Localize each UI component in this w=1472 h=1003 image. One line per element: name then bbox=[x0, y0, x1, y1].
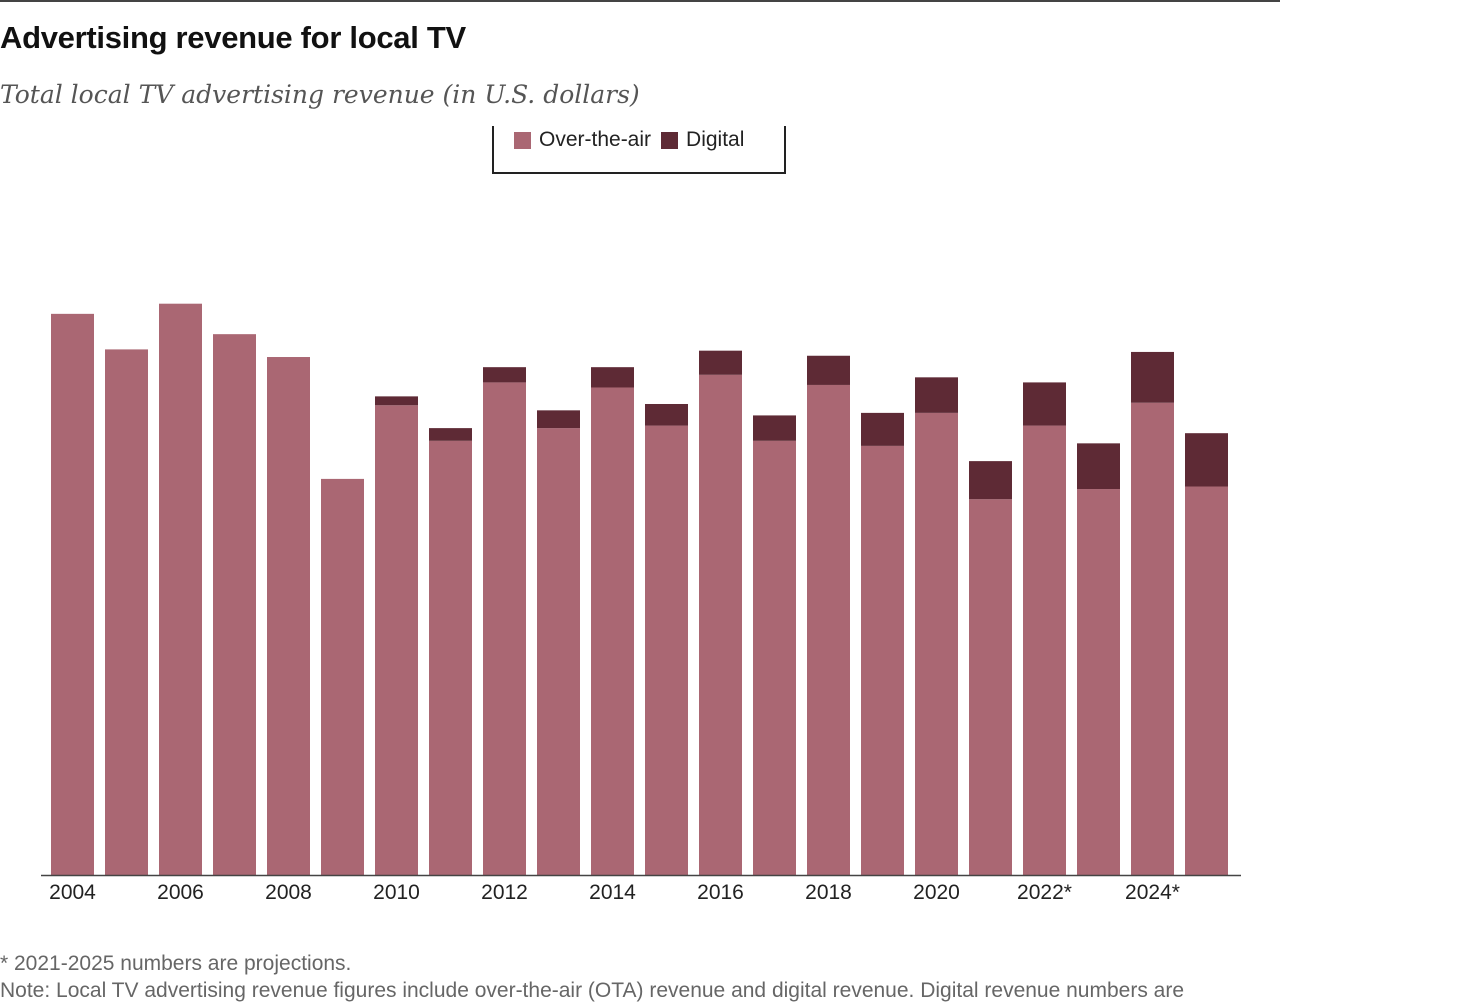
bar-digital-2021 bbox=[969, 461, 1012, 500]
chart-subtitle: Total local TV advertising revenue (in U… bbox=[0, 80, 640, 109]
source-note: Note: Local TV advertising revenue figur… bbox=[0, 979, 1185, 1002]
bar-over-the-air-2014 bbox=[591, 387, 634, 875]
bar-digital-2024 bbox=[1131, 351, 1174, 403]
bar-digital-2011 bbox=[429, 428, 472, 441]
bar-over-the-air-2009 bbox=[321, 478, 364, 875]
x-tick-label-2006: 2006 bbox=[157, 881, 204, 904]
legend-item-digital: Digital bbox=[661, 128, 744, 152]
bar-over-the-air-2023 bbox=[1077, 489, 1120, 875]
bar-digital-2017 bbox=[753, 415, 796, 441]
bar-digital-2010 bbox=[375, 396, 418, 406]
bar-over-the-air-2011 bbox=[429, 440, 472, 875]
bar-over-the-air-2012 bbox=[483, 382, 526, 875]
bar-over-the-air-2025 bbox=[1185, 486, 1228, 875]
bar-over-the-air-2008 bbox=[267, 357, 310, 875]
bar-over-the-air-2021 bbox=[969, 499, 1012, 875]
bar-over-the-air-2019 bbox=[861, 445, 904, 875]
bar-over-the-air-2020 bbox=[915, 412, 958, 875]
bar-digital-2014 bbox=[591, 367, 634, 388]
legend-swatch-digital bbox=[661, 131, 679, 149]
bar-digital-2018 bbox=[807, 355, 850, 385]
bar-over-the-air-2005 bbox=[105, 349, 148, 875]
bar-digital-2019 bbox=[861, 412, 904, 446]
legend-label-digital: Digital bbox=[686, 128, 745, 151]
bar-digital-2012 bbox=[483, 367, 526, 383]
bar-over-the-air-2022 bbox=[1023, 425, 1066, 875]
bar-digital-2015 bbox=[645, 403, 688, 426]
x-tick-label-2018: 2018 bbox=[805, 881, 852, 904]
bar-over-the-air-2018 bbox=[807, 384, 850, 875]
bar-digital-2020 bbox=[915, 377, 958, 413]
bar-over-the-air-2024 bbox=[1131, 402, 1174, 875]
bar-digital-2025 bbox=[1185, 433, 1228, 487]
x-tick-label-2004: 2004 bbox=[49, 881, 96, 904]
x-tick-label-2008: 2008 bbox=[265, 881, 312, 904]
legend: Over-the-air Digital bbox=[492, 126, 786, 174]
x-tick-label-2022: 2022* bbox=[1017, 881, 1072, 904]
x-tick-label-2020: 2020 bbox=[913, 881, 960, 904]
bar-over-the-air-2015 bbox=[645, 425, 688, 875]
x-tick-label-2010: 2010 bbox=[373, 881, 420, 904]
legend-label-over-the-air: Over-the-air bbox=[539, 128, 652, 151]
bar-digital-2022 bbox=[1023, 382, 1066, 426]
bar-over-the-air-2007 bbox=[213, 334, 256, 875]
bar-digital-2016 bbox=[699, 350, 742, 375]
legend-swatch-over-the-air bbox=[514, 131, 531, 149]
x-tick-label-2012: 2012 bbox=[481, 881, 528, 904]
bar-digital-2023 bbox=[1077, 443, 1120, 490]
chart-title: Advertising revenue for local TV bbox=[0, 20, 466, 55]
bar-over-the-air-2016 bbox=[699, 374, 742, 875]
bar-over-the-air-2006 bbox=[159, 303, 202, 875]
bar-over-the-air-2010 bbox=[375, 405, 418, 875]
x-tick-label-2024: 2024* bbox=[1125, 881, 1180, 904]
top-rule bbox=[0, 0, 1280, 2]
legend-item-over-the-air: Over-the-air bbox=[514, 128, 651, 152]
x-tick-label-2016: 2016 bbox=[697, 881, 744, 904]
bar-over-the-air-2017 bbox=[753, 440, 796, 875]
bar-digital-2013 bbox=[537, 410, 580, 429]
x-tick-label-2014: 2014 bbox=[589, 881, 636, 904]
footnote: * 2021-2025 numbers are projections. bbox=[0, 952, 352, 975]
bar-over-the-air-2013 bbox=[537, 428, 580, 875]
bar-over-the-air-2004 bbox=[51, 313, 94, 875]
